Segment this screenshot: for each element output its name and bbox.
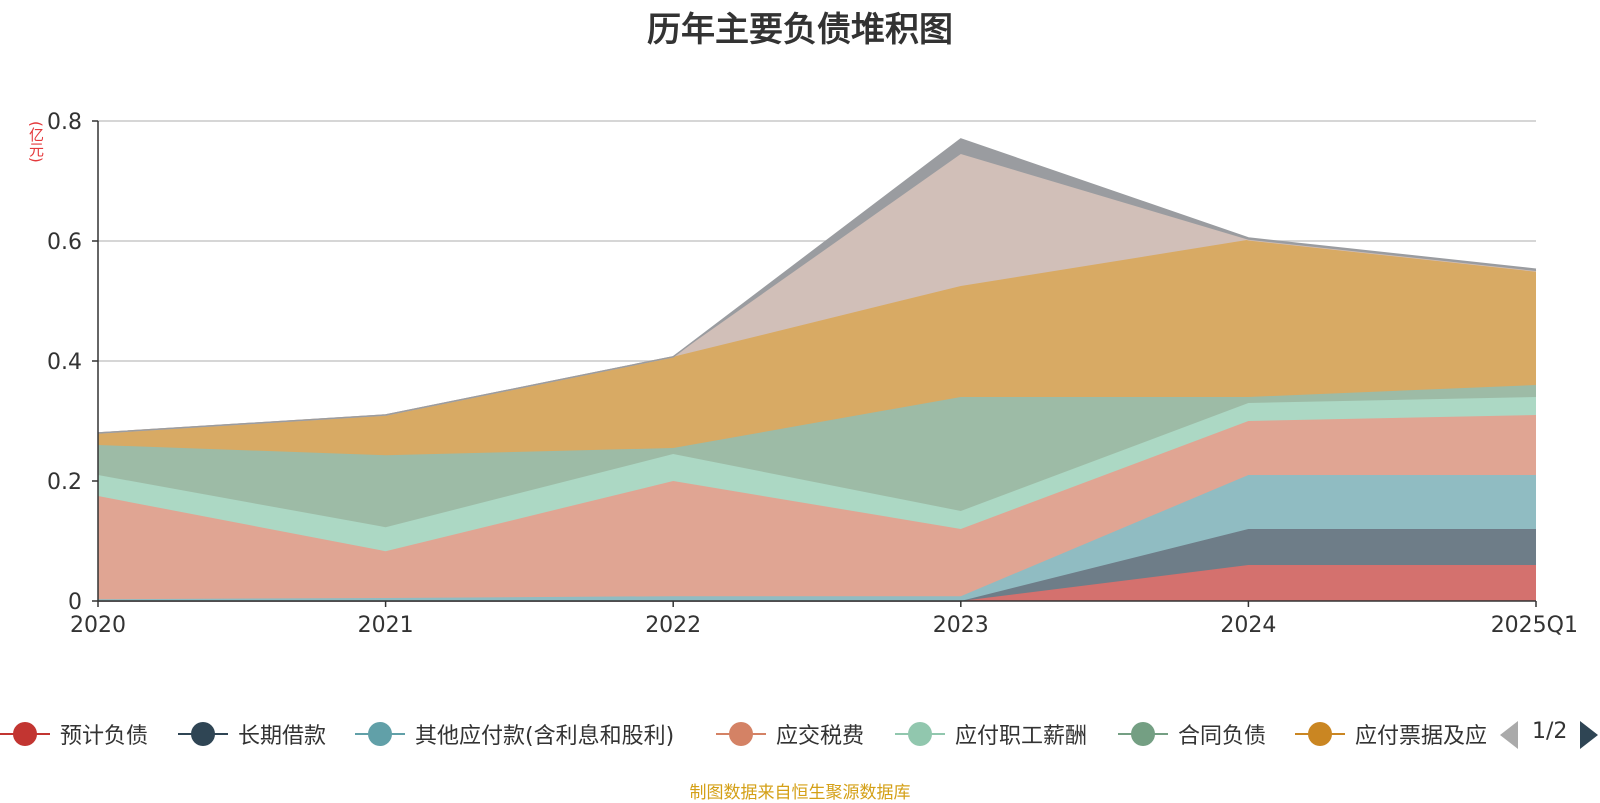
area-series-6 xyxy=(98,239,1536,456)
y-tick-label-4: 0.8 xyxy=(47,110,82,135)
legend-pager: 1/2 xyxy=(1500,716,1600,752)
legend-item-label: 其他应付款(含利息和股利) xyxy=(415,724,675,749)
area-series-0 xyxy=(98,565,1536,601)
legend-item-label: 长期借款 xyxy=(238,724,327,749)
legend-marker-icon xyxy=(716,716,766,752)
legend-item[interactable]: 长期借款 xyxy=(178,716,348,752)
legend-marker-icon xyxy=(0,716,50,752)
legend: 预计负债 长期借款 其他应付款(含利息和股利) 应交税费 应付职工薪酬 合同负债 应付票据及… xyxy=(0,716,1600,752)
y-tick-label-1: 0.2 xyxy=(47,470,82,495)
stacked-area-chart: 0 0.2 0.4 0.6 0.8 2020 2021 2022 2023 2024 2025Q1 xyxy=(47,110,1578,638)
legend-item[interactable]: 其他应付款(含利息和股利) xyxy=(355,716,706,752)
y-tick-label-3: 0.6 xyxy=(47,230,82,255)
legend-item-label: 应交税费 xyxy=(776,724,865,749)
legend-marker-icon xyxy=(1295,716,1345,752)
legend-item[interactable]: 合同负债 xyxy=(1118,716,1288,752)
x-tick-label-1: 2021 xyxy=(358,613,414,638)
area-series-1 xyxy=(98,529,1536,601)
chart-title: 历年主要负债堆积图 xyxy=(647,10,953,50)
legend-item-label: 预计负债 xyxy=(60,724,149,749)
x-tick-label-4: 2024 xyxy=(1220,613,1276,638)
area-series-2 xyxy=(98,475,1536,601)
legend-marker-icon xyxy=(1118,716,1168,752)
legend-marker-icon xyxy=(178,716,228,752)
legend-item[interactable]: 应付票据及应付账款 xyxy=(1295,716,1486,752)
area-series-layer xyxy=(97,138,1537,602)
x-tick-label-2: 2022 xyxy=(645,613,701,638)
area-series-7 xyxy=(98,154,1536,433)
x-tick-label-0: 2020 xyxy=(70,613,126,638)
legend-item-label: 合同负债 xyxy=(1178,724,1267,749)
x-tick-label-5: 2025Q1 xyxy=(1491,613,1578,638)
legend-item[interactable]: 应交税费 xyxy=(716,716,888,752)
area-series-5 xyxy=(98,385,1536,528)
area-line-8 xyxy=(97,138,1537,434)
legend-prev-page-icon[interactable] xyxy=(1500,721,1518,749)
legend-next-page-icon[interactable] xyxy=(1580,721,1598,749)
y-tick-label-0: 0 xyxy=(68,590,82,615)
legend-page-indicator: 1/2 xyxy=(1532,719,1568,744)
legend-item[interactable]: 预计负债 xyxy=(0,716,170,752)
legend-marker-icon xyxy=(895,716,945,752)
y-tick-label-2: 0.4 xyxy=(47,350,82,375)
area-series-3 xyxy=(98,415,1536,600)
legend-item[interactable]: 应付职工薪酬 xyxy=(895,716,1110,752)
legend-item-label: 应付职工薪酬 xyxy=(955,724,1088,749)
legend-marker-icon xyxy=(355,716,405,752)
area-series-4 xyxy=(98,397,1536,552)
x-tick-label-3: 2023 xyxy=(933,613,989,638)
data-source-note: 制图数据来自恒生聚源数据库 xyxy=(689,783,911,803)
y-axis-unit-label: (亿元) xyxy=(27,121,45,163)
legend-item-label: 应付票据及应付账款 xyxy=(1355,724,1486,749)
axes: 0 0.2 0.4 0.6 0.8 2020 2021 2022 2023 2024 2025Q1 xyxy=(47,110,1578,638)
